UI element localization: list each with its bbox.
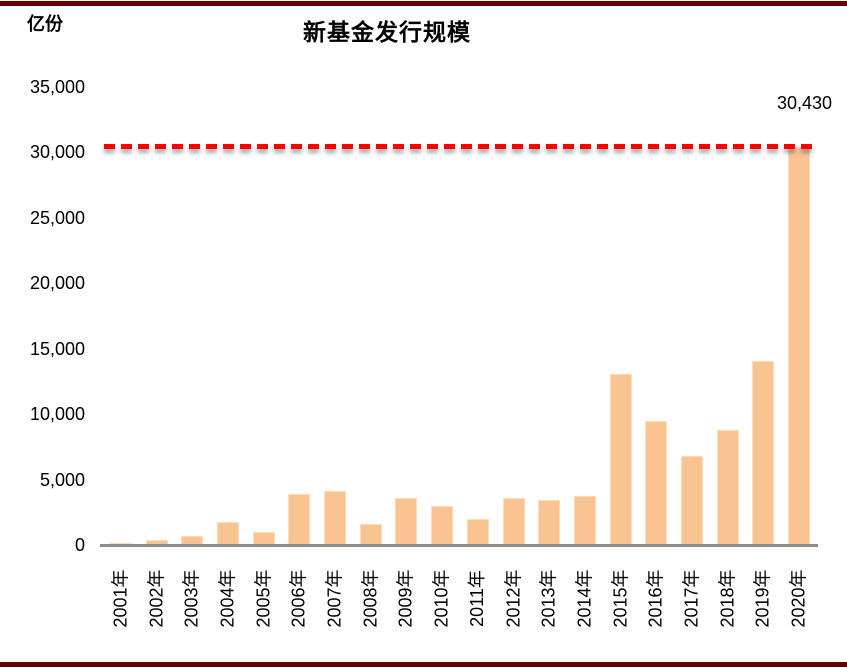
x-tick-label: 2010年 xyxy=(431,569,452,628)
x-tick-label: 2009年 xyxy=(395,569,416,628)
x-tick-cell: 2014年 xyxy=(567,551,603,646)
bar xyxy=(788,146,811,545)
y-tick-label: 0 xyxy=(74,535,85,555)
x-tick-cell: 2018年 xyxy=(710,551,746,646)
bar xyxy=(502,498,525,545)
bar xyxy=(252,531,275,545)
chart-title: 新基金发行规模 xyxy=(303,20,471,45)
top-border-line xyxy=(0,1,847,6)
bar xyxy=(716,430,739,545)
y-axis: 0 5,000 10,000 15,000 20,000 25,000 30,000 35,0… xyxy=(6,0,85,560)
x-tick-label: 2016年 xyxy=(645,569,666,628)
reference-value-label: 30,430 xyxy=(776,93,832,113)
x-axis-line xyxy=(100,544,818,547)
y-axis-unit-label: 亿份 xyxy=(27,14,63,34)
x-tick-label: 2001年 xyxy=(110,569,131,628)
bar xyxy=(288,494,311,545)
x-tick-cell: 2007年 xyxy=(317,551,353,646)
x-tick-cell: 2006年 xyxy=(282,551,318,646)
x-tick-label: 2004年 xyxy=(217,569,238,628)
x-tick-label: 2014年 xyxy=(574,569,595,628)
x-tick-label: 2011年 xyxy=(467,570,488,627)
bar xyxy=(466,519,489,545)
y-tick-label: 10,000 xyxy=(29,404,85,425)
bar xyxy=(752,360,775,545)
bottom-border-line xyxy=(0,662,847,667)
x-tick-cell: 2008年 xyxy=(353,551,389,646)
y-tick-label: 30,000 xyxy=(29,142,85,163)
y-tick-label: 5,000 xyxy=(39,469,85,490)
bar xyxy=(216,522,239,545)
x-tick-cell: 2011年 xyxy=(460,551,496,646)
y-tick-label: 25,000 xyxy=(29,207,85,228)
y-tick-label: 15,000 xyxy=(29,338,85,359)
bar xyxy=(181,536,204,545)
x-tick-cell: 2009年 xyxy=(389,551,425,646)
reference-dashed-line xyxy=(104,144,814,150)
x-tick-cell: 2010年 xyxy=(424,551,460,646)
bar xyxy=(681,456,704,545)
bar xyxy=(609,374,632,545)
x-tick-label: 2015年 xyxy=(610,569,631,628)
x-tick-cell: 2013年 xyxy=(531,551,567,646)
x-tick-cell: 2012年 xyxy=(496,551,532,646)
bar xyxy=(324,491,347,545)
bar xyxy=(431,506,454,545)
bar xyxy=(573,496,596,545)
bar xyxy=(359,524,382,545)
x-tick-label: 2017年 xyxy=(681,569,702,628)
x-tick-cell: 2003年 xyxy=(174,551,210,646)
x-tick-label: 2020年 xyxy=(788,569,809,628)
x-tick-cell: 2016年 xyxy=(639,551,675,646)
x-tick-label: 2012年 xyxy=(503,569,524,628)
x-tick-label: 2018年 xyxy=(717,569,738,628)
x-tick-cell: 2017年 xyxy=(674,551,710,646)
y-tick-label: 35,000 xyxy=(29,77,85,97)
bar xyxy=(145,539,168,545)
x-tick-label: 2019年 xyxy=(752,569,773,628)
x-tick-label: 2006年 xyxy=(288,569,309,628)
x-tick-cell: 2002年 xyxy=(139,551,175,646)
bar xyxy=(645,421,668,545)
x-tick-label: 2005年 xyxy=(253,569,274,628)
x-tick-cell: 2001年 xyxy=(103,551,139,646)
x-tick-cell: 2019年 xyxy=(746,551,782,646)
x-axis: 2001年 2002年 2003年 2004年 2005年 2006年 2007年 2008年… xyxy=(103,551,817,646)
x-tick-label: 2003年 xyxy=(181,569,202,628)
x-tick-label: 2002年 xyxy=(146,569,167,628)
y-tick-label: 20,000 xyxy=(29,273,85,294)
x-tick-label: 2013年 xyxy=(538,569,559,628)
x-tick-cell: 2015年 xyxy=(603,551,639,646)
x-tick-cell: 2020年 xyxy=(781,551,817,646)
plot-area xyxy=(103,87,817,545)
x-tick-cell: 2005年 xyxy=(246,551,282,646)
bar xyxy=(538,500,561,545)
bar xyxy=(395,498,418,545)
x-tick-label: 2007年 xyxy=(324,569,345,628)
x-tick-cell: 2004年 xyxy=(210,551,246,646)
x-tick-label: 2008年 xyxy=(360,569,381,628)
